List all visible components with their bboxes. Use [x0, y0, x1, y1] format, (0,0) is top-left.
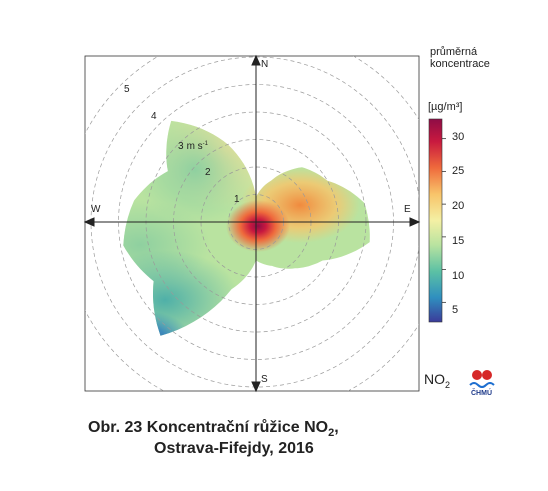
- caption-prefix: Obr. 23 Koncentrační růžice NO: [88, 419, 329, 436]
- direction-labels: N E S W: [91, 59, 411, 385]
- colorbar-gradient: [428, 118, 443, 323]
- colorbar-tick-label: 20: [452, 200, 465, 212]
- colorbar-tick-label: 25: [452, 165, 465, 177]
- radial-label-5: 5: [124, 84, 130, 95]
- radial-label-3-sup: -1: [203, 141, 209, 147]
- chmu-logo-left-circle: [472, 370, 482, 380]
- chmu-logo-wave: [469, 382, 495, 388]
- direction-label-w: W: [91, 204, 101, 215]
- colorbar-tick-label: 30: [452, 131, 465, 143]
- figure-caption-line2: Ostrava-Fifejdy, 2016: [154, 440, 314, 457]
- chmu-logo: [469, 370, 495, 388]
- axes: [83, 54, 421, 393]
- direction-label-e: E: [404, 204, 411, 215]
- legend-title-line2: koncentrace: [430, 58, 490, 70]
- colorbar-tick-label: 5: [452, 304, 459, 316]
- hotspot-center: [226, 200, 290, 252]
- chmu-logo-text: ČHMÚ: [471, 390, 492, 397]
- radial-label-4: 4: [151, 111, 157, 122]
- caption-suffix: ,: [334, 419, 339, 436]
- radial-label-3-unit: m s: [187, 141, 203, 152]
- legend-title-line1: průměrná: [430, 46, 478, 58]
- colorbar-tick-label: 15: [452, 235, 465, 247]
- direction-label-s: S: [261, 374, 268, 385]
- colorbar: [428, 118, 446, 323]
- colorbar-tick-label: 10: [452, 270, 465, 282]
- radial-label-2: 2: [205, 167, 211, 178]
- radial-label-1: 1: [234, 194, 240, 205]
- legend-unit: [µg/m³]: [428, 101, 463, 113]
- caption-subscript: 2: [328, 427, 335, 440]
- figure-caption-line1: Obr. 23 Koncentrační růžice NO2,: [88, 419, 339, 439]
- pollutant-subscript: 2: [445, 379, 451, 390]
- direction-label-n: N: [261, 59, 268, 70]
- pollutant-name: NO: [424, 371, 445, 387]
- legend-title: průměrná koncentrace: [430, 46, 490, 70]
- radial-label-3-value: 3: [178, 141, 184, 152]
- pollutant-label: NO2: [424, 371, 450, 390]
- colorbar-tick-marks: [442, 138, 446, 303]
- chmu-logo-right-circle: [482, 370, 492, 380]
